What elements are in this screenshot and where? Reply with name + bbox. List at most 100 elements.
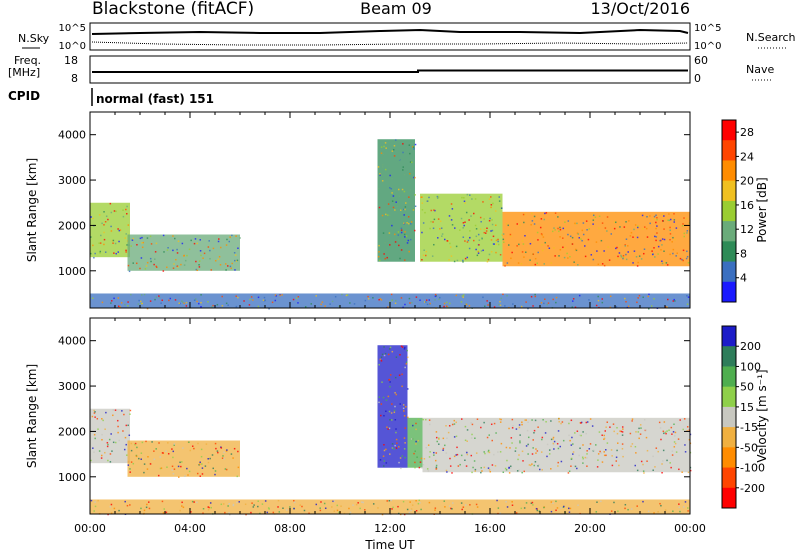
power-echo-speck [140, 302, 143, 305]
velocity-echo-speck [449, 457, 451, 460]
velocity-echo-speck [125, 454, 128, 456]
velocity-echo-speck [403, 415, 406, 417]
power-echo-speck [394, 139, 397, 141]
velocity-echo-speck [130, 461, 133, 463]
velocity-echo-speck [214, 473, 216, 476]
velocity-echo-speck [686, 429, 688, 432]
power-echo-speck [533, 223, 536, 225]
power-echo-speck [564, 221, 566, 223]
velocity-echo-speck [663, 421, 666, 423]
power-echo-speck [275, 295, 277, 297]
power-echo-speck [632, 262, 634, 264]
velocity-echo-speck [659, 427, 662, 429]
velocity-echo-speck [94, 411, 96, 413]
velocity-echo-speck [555, 500, 557, 503]
velocity-echo-speck [664, 509, 667, 511]
power-echo-speck [552, 298, 554, 301]
power-echo-speck [182, 301, 184, 304]
power-echo-speck [462, 222, 465, 224]
power-echo-speck [601, 222, 604, 224]
power-echo-speck [633, 228, 635, 231]
power-echo-speck [428, 196, 430, 199]
power-echo-speck [125, 208, 127, 211]
velocity-echo-speck [91, 415, 94, 418]
power-echo-speck [392, 148, 395, 151]
velocity-echo-speck [200, 455, 203, 458]
velocity-echo-speck [502, 471, 505, 474]
velocity-echo-speck [453, 423, 456, 425]
velocity-echo-speck [662, 449, 665, 452]
velocity-echo-speck [331, 506, 333, 508]
power-echo-speck [320, 303, 322, 306]
power-echo-speck [455, 294, 458, 297]
velocity-echo-speck [380, 403, 383, 405]
velocity-echo-speck [413, 452, 415, 455]
power-echo-speck [406, 242, 409, 244]
power-echo-speck [637, 225, 639, 228]
velocity-echo-speck [474, 468, 477, 471]
velocity-echo-speck [621, 431, 624, 433]
power-echo-speck [104, 251, 107, 253]
velocity-echo-speck [499, 512, 502, 515]
power-echo-speck [477, 250, 480, 253]
velocity-echo-speck [536, 509, 539, 512]
velocity-echo-speck [445, 452, 448, 454]
velocity-echo-speck [552, 436, 555, 439]
power-echo-speck [575, 249, 578, 252]
power-echo-speck [391, 299, 394, 301]
power-echo-speck [522, 243, 525, 245]
power-echo-speck [499, 253, 502, 256]
power-echo-speck [609, 295, 612, 298]
power-echo-speck [422, 222, 425, 224]
power-echo-speck [181, 242, 184, 245]
power-echo-speck [625, 238, 628, 240]
velocity-echo-speck [470, 422, 472, 424]
power-echo-speck [196, 300, 198, 303]
power-echo-speck [385, 147, 387, 149]
power-data-layer [90, 139, 691, 310]
velocity-echo-speck [428, 419, 431, 421]
velocity-echo-speck [521, 423, 523, 426]
power-echo-speck [648, 307, 650, 310]
velocity-echo-speck [394, 419, 397, 421]
power-echo-speck [105, 215, 108, 218]
power-echo-speck [173, 263, 175, 265]
power-echo-speck [408, 297, 411, 300]
power-echo-speck [559, 228, 562, 231]
velocity-echo-speck [333, 500, 335, 502]
velocity-echo-speck [391, 508, 393, 510]
power-echo-speck [672, 300, 674, 302]
velocity-echo-speck [224, 511, 226, 514]
velocity-echo-speck [93, 510, 95, 512]
power-echo-speck [381, 214, 384, 217]
velocity-echo-speck [90, 459, 92, 462]
power-echo-speck [460, 217, 463, 220]
power-echo-speck [235, 295, 237, 297]
velocity-echo-speck [415, 499, 417, 502]
velocity-echo-speck [399, 457, 402, 459]
power-echo-speck [673, 219, 676, 221]
power-echo-speck [249, 298, 251, 301]
velocity-echo-speck [684, 451, 687, 453]
velocity-echo-speck [480, 467, 482, 469]
power-echo-speck [202, 257, 204, 259]
power-echo-speck [569, 235, 572, 238]
power-echo-speck [331, 300, 334, 303]
velocity-echo-speck [550, 468, 552, 470]
velocity-echo-speck [435, 436, 438, 439]
power-echo-speck [160, 302, 162, 304]
power-echo-speck [534, 263, 537, 266]
velocity-colorbar-segment [722, 346, 736, 367]
power-echo-speck [601, 298, 604, 300]
power-echo-speck [686, 217, 688, 220]
velocity-echo-speck [106, 445, 109, 448]
power-echo-speck [126, 244, 128, 246]
velocity-echo-speck [357, 502, 359, 504]
velocity-echo-speck [550, 510, 553, 513]
velocity-echo-speck [414, 466, 416, 469]
velocity-echo-speck [634, 464, 636, 467]
velocity-echo-speck [572, 453, 574, 455]
power-echo-speck [186, 254, 188, 257]
velocity-echo-speck [136, 446, 138, 449]
